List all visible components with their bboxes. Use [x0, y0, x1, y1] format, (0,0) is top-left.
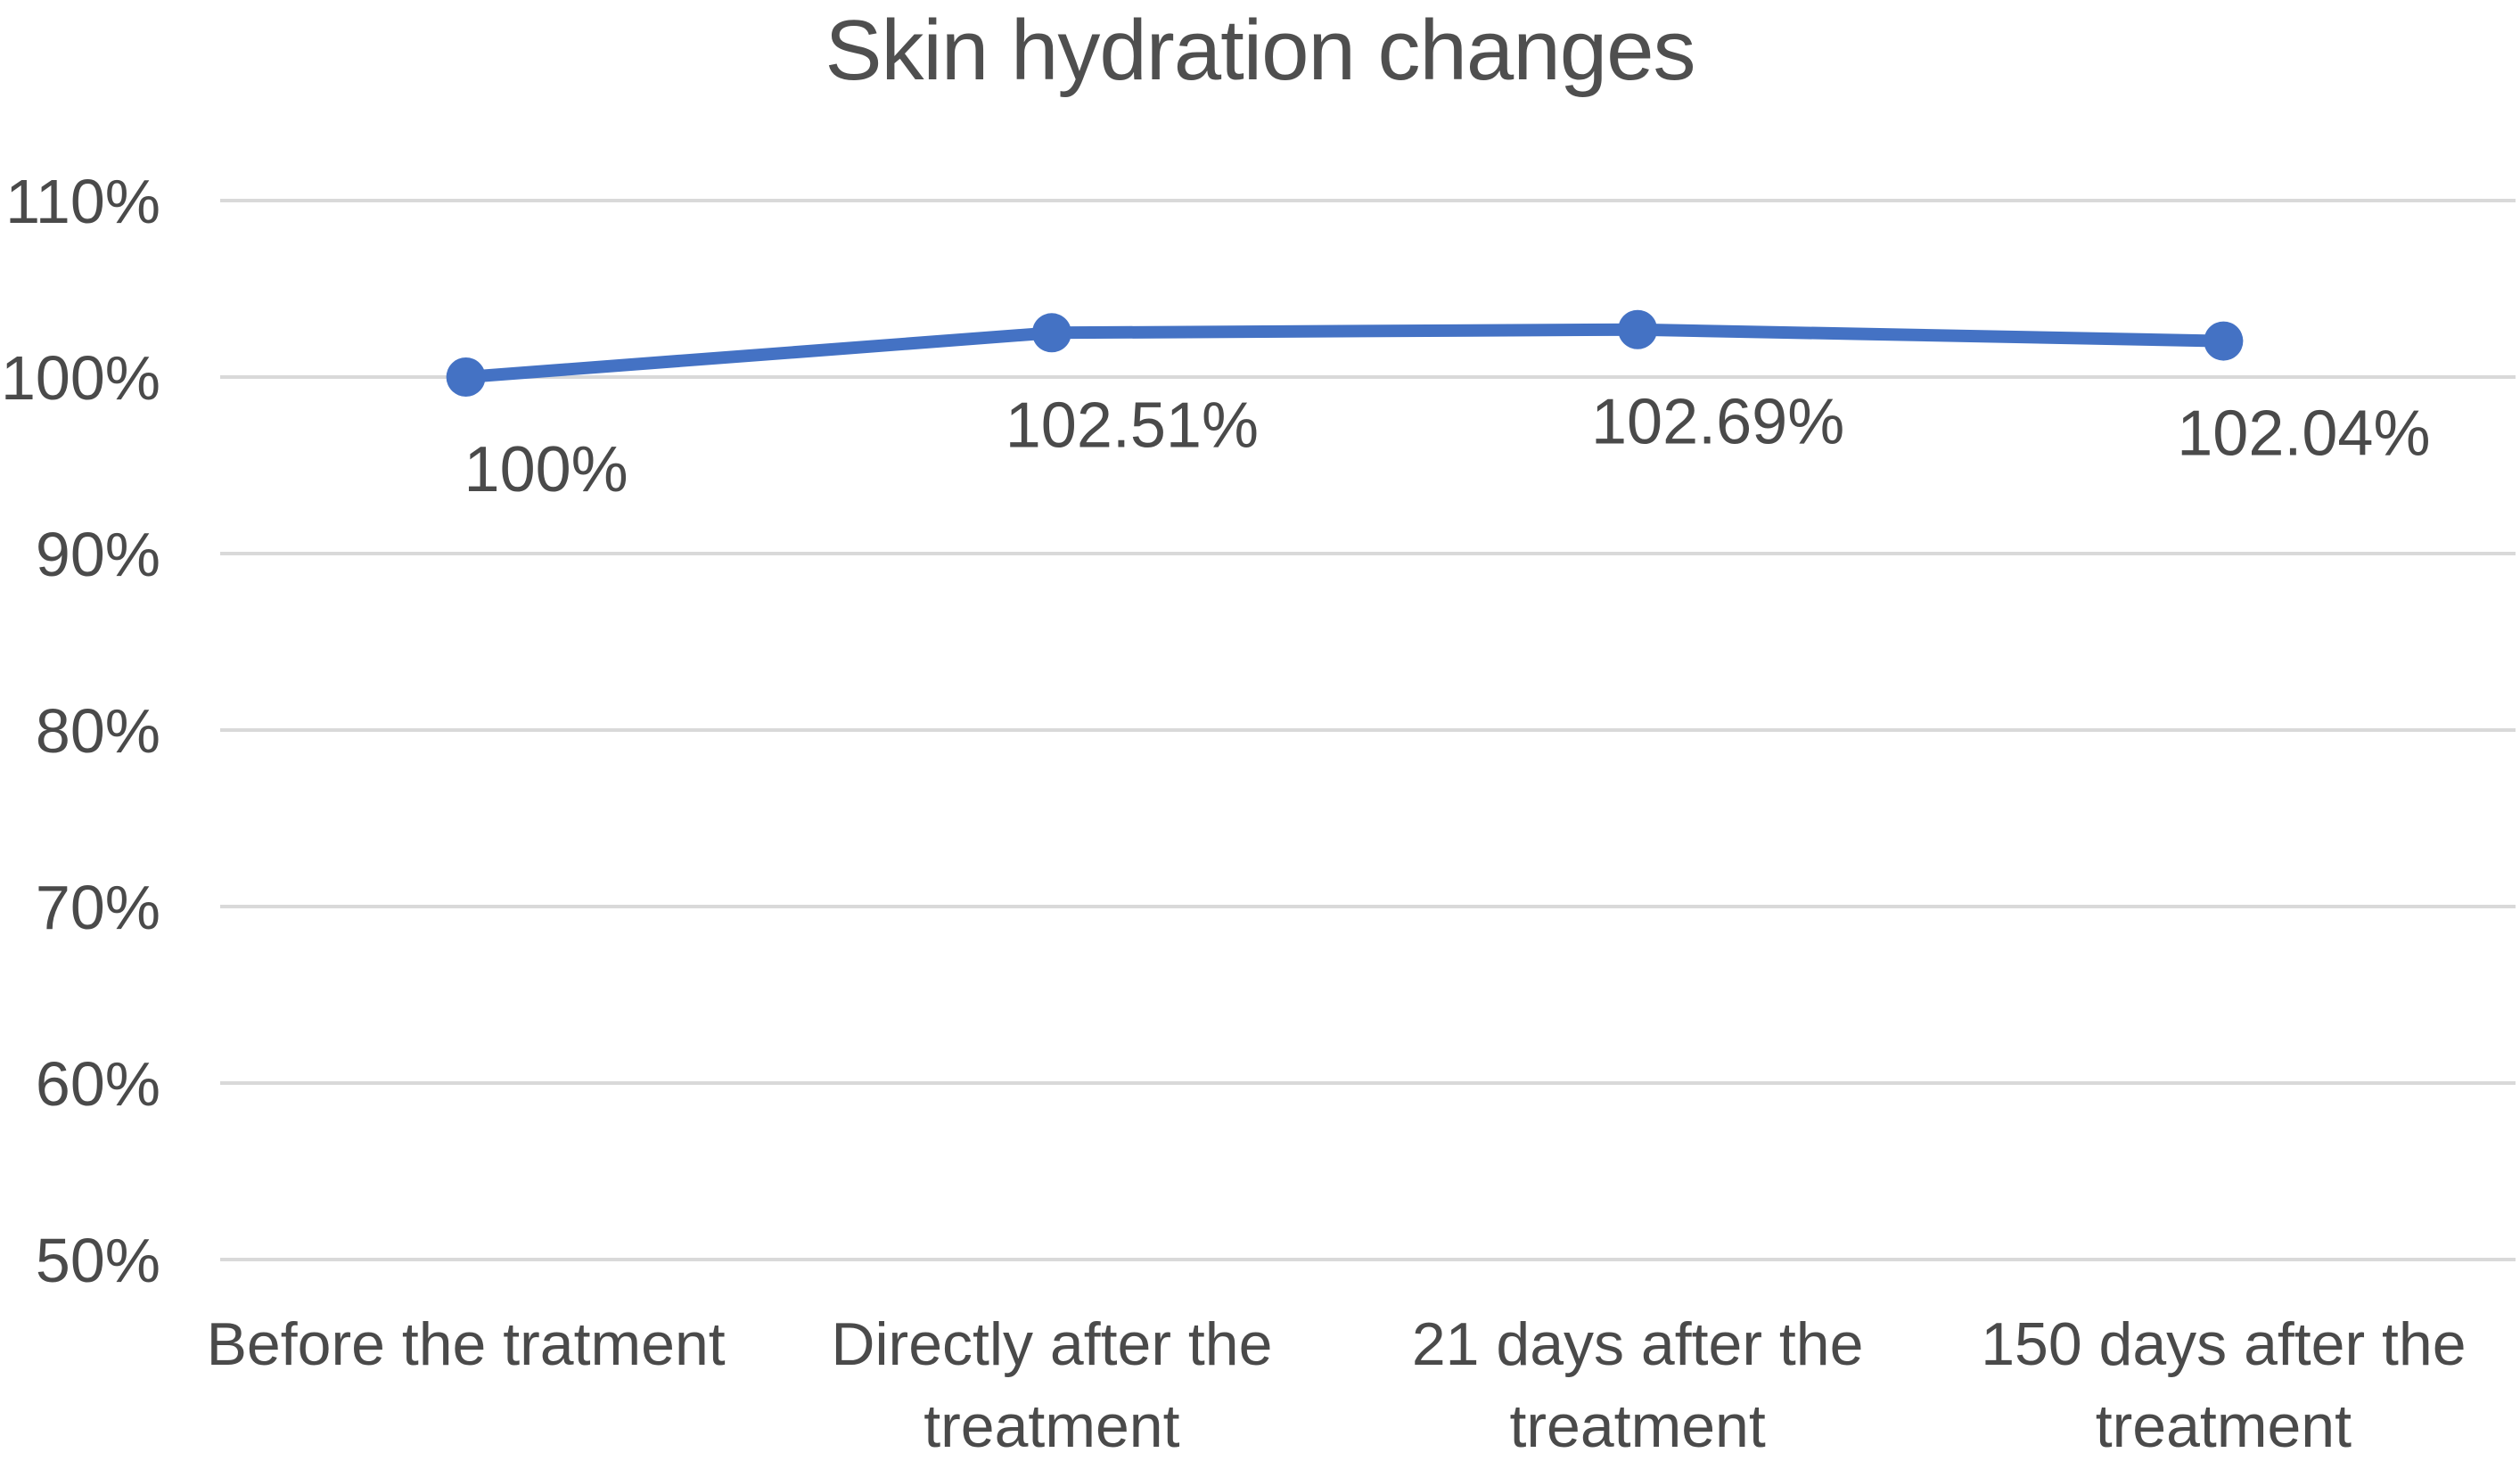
data-point-marker — [1618, 309, 1658, 349]
data-point-marker — [2204, 321, 2244, 361]
y-tick-label: 60% — [36, 1049, 160, 1119]
y-tick-label: 90% — [36, 520, 160, 589]
series-line — [459, 323, 2230, 383]
y-tick-label: 80% — [36, 696, 160, 766]
data-label: 102.69% — [1591, 387, 1844, 458]
data-label: 102.04% — [2177, 398, 2430, 470]
data-label: 102.51% — [1006, 390, 1259, 461]
data-point-marker — [446, 357, 486, 397]
x-category-label: Directly after the treatment — [831, 1310, 1273, 1460]
data-label: 100% — [464, 434, 628, 505]
y-tick-label: 110% — [5, 167, 160, 236]
y-tick-label: 70% — [36, 873, 160, 942]
x-category-label: 150 days after the treatment — [1981, 1310, 2467, 1460]
x-category-label: Before the tratment — [206, 1310, 726, 1378]
data-point-marker — [1031, 313, 1071, 353]
x-category-label: 21 days after the treatment — [1411, 1310, 1864, 1460]
y-tick-label: 100% — [1, 343, 160, 413]
y-tick-label: 50% — [36, 1226, 160, 1295]
chart-title: Skin hydration changes — [825, 3, 1696, 98]
